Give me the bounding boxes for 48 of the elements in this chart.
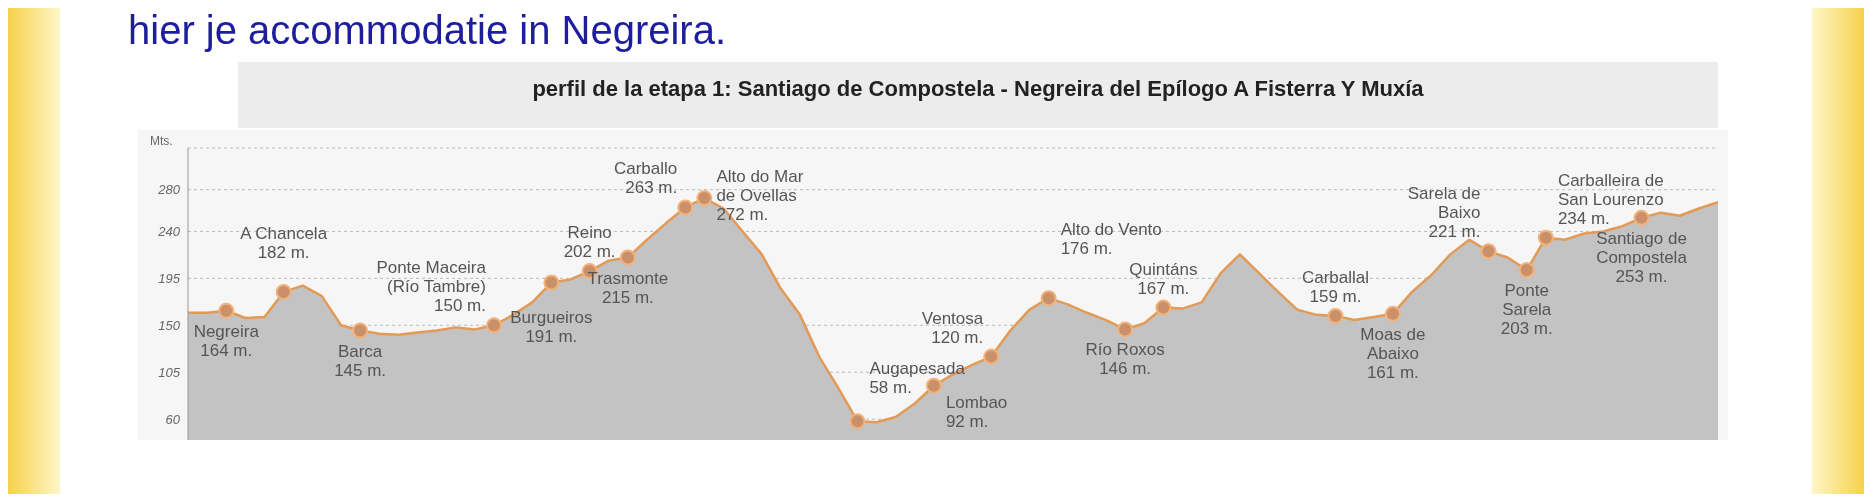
point (1117, 321, 1134, 338)
point (1518, 262, 1535, 279)
data-label: Ponte Sarela 203 m. (1500, 281, 1553, 339)
y-tick-label: 150 (158, 317, 181, 333)
point (1384, 305, 1401, 322)
data-label: Quintáns 167 m. (1129, 259, 1198, 298)
point (983, 348, 1000, 365)
data-label: Carballeira de San Lourenzo 234 m. (1557, 170, 1664, 228)
data-label: A Chancela 182 m. (240, 223, 328, 262)
point (1633, 209, 1650, 226)
data-label: Reino 202 m. (563, 223, 616, 262)
data-label: Carballo 263 m. (613, 159, 678, 198)
point (1480, 243, 1497, 260)
point (1155, 299, 1172, 316)
point (925, 377, 942, 394)
data-label: Negreira 164 m. (193, 321, 260, 360)
point (677, 199, 694, 216)
data-label: Trasmonte 215 m. (587, 268, 669, 307)
point (1040, 290, 1057, 307)
point (1537, 229, 1554, 246)
y-tick-label: 195 (158, 270, 181, 286)
y-tick-label: 240 (157, 224, 181, 240)
data-label: Río Roxos 146 m. (1085, 340, 1165, 379)
data-label: Ventosa 120 m. (921, 308, 984, 347)
point (218, 302, 235, 319)
y-tick-label: 60 (165, 411, 181, 427)
point (543, 274, 560, 291)
point (619, 249, 636, 266)
data-label: Sarela de Baixo 221 m. (1407, 184, 1481, 242)
data-label: Moas de Abaixo 161 m. (1360, 324, 1426, 382)
point (849, 413, 866, 430)
point (352, 322, 369, 339)
data-label: Burgueiros 191 m. (510, 307, 593, 346)
data-label: Carballal 159 m. (1301, 267, 1370, 306)
text: hier je accommodatie in Negreira. (128, 8, 727, 53)
data-label: Lombao 92 m. (945, 392, 1008, 431)
chart-title: perfil de la etapa 1: Santiago de Compostela - Negreira del Epílogo A Fisterra Y Muxía (531, 76, 1425, 102)
data-label: Alto do Vento 176 m. (1060, 220, 1162, 259)
data-label: Ponte Maceira (Río Tambre) 150 m. (376, 258, 487, 316)
y-axis-title: Mts. (150, 134, 173, 148)
point (275, 283, 292, 300)
data-label: Santiago de Compostela 253 m. (1596, 228, 1688, 286)
point (696, 190, 713, 207)
y-tick-label: 105 (158, 364, 181, 380)
point (486, 317, 502, 334)
point (1327, 307, 1344, 324)
y-tick-label: 280 (157, 182, 181, 198)
data-label: Barca 145 m. (334, 341, 387, 380)
